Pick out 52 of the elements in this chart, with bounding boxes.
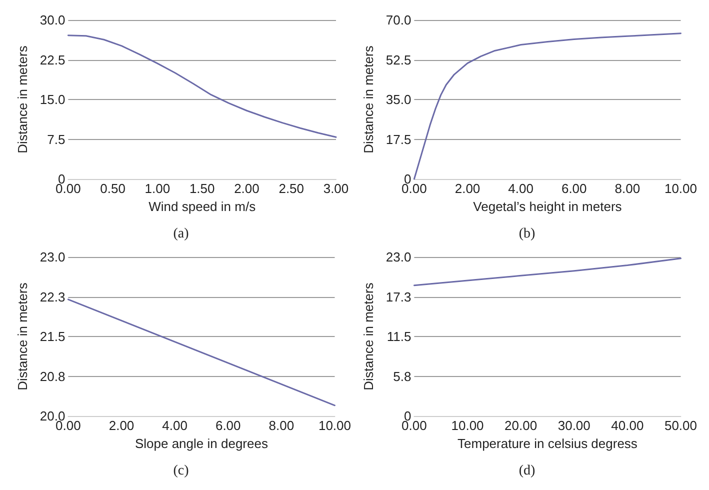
y-tick-label: 21.5 (40, 329, 66, 344)
y-tick-label: 11.5 (386, 329, 412, 344)
x-tick-label: 4.00 (162, 418, 188, 433)
y-tick-label: 17.3 (386, 289, 412, 304)
x-axis-title: Temperature in celsius degress (458, 436, 638, 451)
x-tick-label: 0.50 (100, 181, 126, 196)
x-tick-label: 1.00 (144, 181, 170, 196)
y-tick-label: 23.0 (40, 250, 66, 264)
y-tick-label: 17.5 (386, 132, 412, 147)
x-tick-label: 8.00 (268, 418, 294, 433)
text: (a) (173, 226, 190, 242)
x-tick-label: 40.00 (611, 418, 644, 433)
y-tick-label: 70.0 (386, 12, 412, 28)
y-axis-title: Distance in meters (15, 282, 30, 390)
y-axis-title: Distance in meters (361, 45, 376, 154)
y-axis-title: Distance in meters (15, 45, 30, 154)
text: (c) (173, 464, 190, 478)
x-axis-title: Wind speed in m/s (148, 198, 256, 214)
y-tick-label: 20.8 (40, 368, 66, 384)
x-tick-label: 10.00 (664, 181, 698, 196)
x-tick-label: 1.50 (189, 181, 215, 196)
text: (d) (518, 464, 536, 478)
y-tick-label: 30.0 (40, 12, 66, 28)
text: (b) (518, 226, 536, 242)
y-tick-label: 7.5 (47, 132, 66, 147)
x-tick-label: 10.00 (318, 418, 352, 433)
line-series (413, 258, 682, 286)
y-tick-label: 35.0 (386, 92, 412, 107)
x-tick-label: 2.00 (454, 181, 480, 196)
x-tick-label: 3.00 (323, 181, 349, 196)
y-tick-label: 5.8 (393, 368, 412, 384)
x-tick-label: 50.00 (664, 418, 698, 433)
y-tick-label: 52.5 (386, 52, 412, 68)
x-tick-label: 8.00 (614, 181, 640, 196)
x-tick-label: 10.00 (451, 418, 484, 433)
x-tick-label: 6.00 (561, 181, 587, 196)
y-tick-label: 23.0 (386, 250, 412, 264)
line-series (413, 32, 682, 180)
line-series (67, 34, 337, 138)
x-axis-title: Slope angle in degrees (134, 436, 268, 451)
x-tick-label: 2.50 (278, 181, 304, 196)
x-tick-label: 6.00 (215, 418, 241, 433)
y-tick-label: 22.3 (40, 289, 66, 304)
x-tick-label: 20.00 (504, 418, 538, 433)
y-tick-label: 22.5 (40, 52, 66, 68)
y-tick-label: 15.0 (40, 92, 66, 107)
y-axis-title: Distance in meters (361, 282, 376, 390)
x-tick-label: 4.00 (508, 181, 534, 196)
x-tick-label: 2.00 (234, 181, 260, 196)
x-tick-label: 2.00 (108, 418, 134, 433)
x-tick-label: 30.00 (558, 418, 590, 433)
x-axis-title: Vegetal’s height in meters (473, 198, 622, 214)
